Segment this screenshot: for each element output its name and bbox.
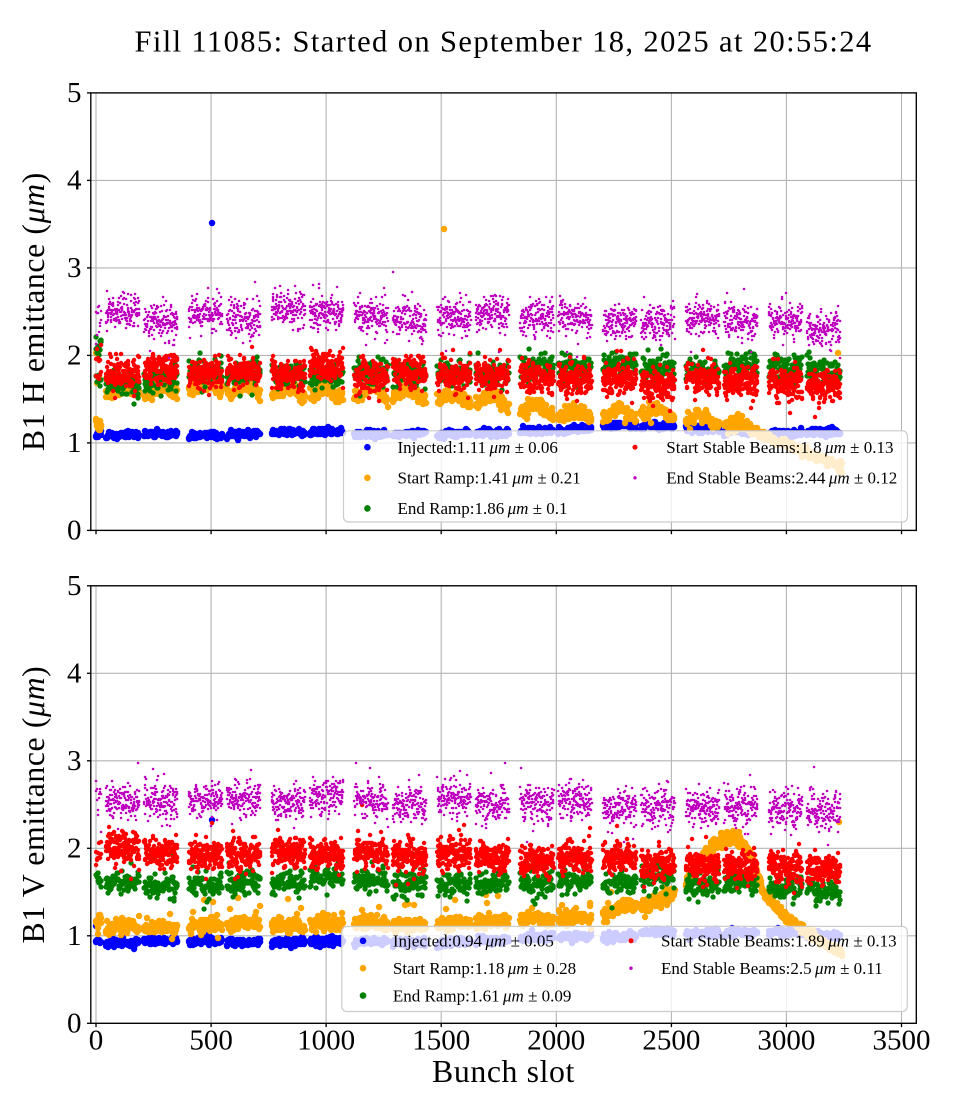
svg-text:2000: 2000 [527, 1025, 585, 1057]
svg-text:Start Stable Beams:1.89 μm ± 0: Start Stable Beams:1.89 μm ± 0.13 [661, 932, 897, 951]
svg-text:Start Ramp:1.18 μm ± 0.28: Start Ramp:1.18 μm ± 0.28 [393, 959, 576, 978]
svg-text:2: 2 [67, 833, 82, 865]
svg-text:3: 3 [67, 745, 82, 777]
svg-text:2: 2 [67, 340, 82, 372]
svg-text:End Ramp:1.61 μm ± 0.09: End Ramp:1.61 μm ± 0.09 [393, 986, 572, 1005]
svg-text:3500: 3500 [873, 1025, 931, 1057]
svg-text:3: 3 [67, 252, 82, 284]
svg-text:4: 4 [67, 165, 82, 197]
svg-text:4: 4 [67, 658, 82, 690]
svg-text:Fill 11085: Started on Septemb: Fill 11085: Started on September 18, 202… [134, 25, 872, 59]
svg-text:Injected:1.11 μm ± 0.06: Injected:1.11 μm ± 0.06 [398, 438, 558, 457]
svg-text:Bunch slot: Bunch slot [432, 1054, 575, 1089]
svg-text:Start Stable Beams:1.8 μm ± 0.: Start Stable Beams:1.8 μm ± 0.13 [666, 438, 893, 457]
svg-text:1000: 1000 [297, 1025, 355, 1057]
svg-text:End Stable Beams:2.5 μm ± 0.11: End Stable Beams:2.5 μm ± 0.11 [661, 959, 883, 978]
svg-text:B1 V emittance (μm): B1 V emittance (μm) [16, 666, 51, 944]
svg-text:1: 1 [67, 920, 82, 952]
svg-text:2500: 2500 [642, 1025, 700, 1057]
svg-text:3000: 3000 [757, 1025, 815, 1057]
svg-text:5: 5 [67, 77, 82, 109]
svg-text:1: 1 [67, 427, 82, 459]
svg-text:Start Ramp:1.41 μm ± 0.21: Start Ramp:1.41 μm ± 0.21 [398, 469, 581, 488]
svg-text:0: 0 [67, 515, 82, 547]
svg-text:5: 5 [67, 570, 82, 602]
svg-text:End Stable Beams:2.44 μm ± 0.1: End Stable Beams:2.44 μm ± 0.12 [666, 469, 897, 488]
svg-text:500: 500 [189, 1025, 233, 1057]
svg-text:B1 H emittance (μm): B1 H emittance (μm) [16, 172, 51, 451]
svg-text:1500: 1500 [412, 1025, 470, 1057]
svg-text:0: 0 [89, 1025, 104, 1057]
svg-text:Injected:0.94 μm ± 0.05: Injected:0.94 μm ± 0.05 [393, 932, 554, 951]
svg-text:0: 0 [67, 1008, 82, 1040]
svg-text:End Ramp:1.86 μm ± 0.1: End Ramp:1.86 μm ± 0.1 [398, 499, 568, 518]
